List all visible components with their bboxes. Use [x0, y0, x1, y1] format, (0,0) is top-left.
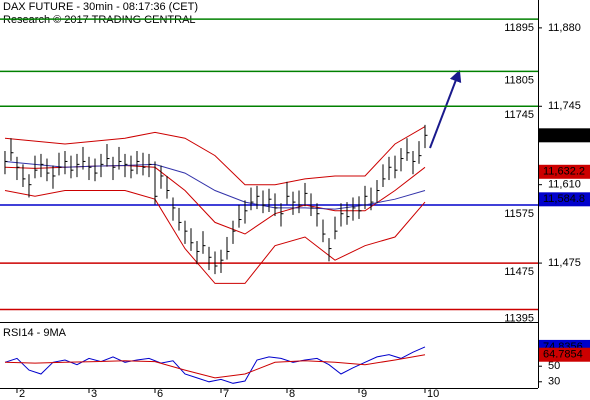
- price-tag-label: 11,695: [543, 129, 576, 141]
- price-tag: [539, 192, 590, 207]
- x-tick-label: 2: [19, 388, 25, 400]
- series-line: [4, 126, 426, 186]
- price-tag: [539, 164, 590, 179]
- series-line: [4, 354, 426, 379]
- level-label: 11805: [504, 74, 534, 86]
- level-label: 11475: [504, 266, 534, 278]
- x-tick-label: 9: [361, 388, 367, 400]
- price-tag-label: 11,584.8: [543, 193, 585, 205]
- x-tick-label: 8: [289, 388, 295, 400]
- x-tick-label: 10: [427, 388, 439, 400]
- y-tick-label: 11,475: [548, 257, 581, 269]
- rsi-title: RSI14 - 9MA: [3, 327, 67, 339]
- x-tick-label: 7: [223, 388, 229, 400]
- y-tick-label: 50: [548, 360, 560, 372]
- forecast-arrow: [429, 69, 462, 149]
- series-line: [4, 346, 426, 384]
- y-tick-label: 30: [548, 376, 560, 388]
- y-tick-label: 11,880: [548, 22, 581, 34]
- level-label: 11895: [504, 22, 534, 34]
- price-tag: [539, 128, 590, 143]
- y-tick-label: 11,745: [548, 100, 581, 112]
- level-label: 11745: [504, 109, 534, 121]
- level-label: 11575: [504, 208, 534, 220]
- chart-title: DAX FUTURE - 30min - 08:17:36 (CET): [3, 1, 198, 13]
- series-line: [4, 161, 426, 210]
- x-tick-label: 6: [157, 388, 163, 400]
- series-line: [4, 190, 426, 284]
- price-tag-label: 64.7854: [543, 349, 583, 361]
- price-tag-label: 11,632.2: [543, 166, 585, 178]
- level-label: 11395: [504, 312, 534, 324]
- price-tag: [539, 347, 590, 362]
- y-tick-label: 11,610: [548, 179, 581, 191]
- x-tick-label: 3: [91, 388, 97, 400]
